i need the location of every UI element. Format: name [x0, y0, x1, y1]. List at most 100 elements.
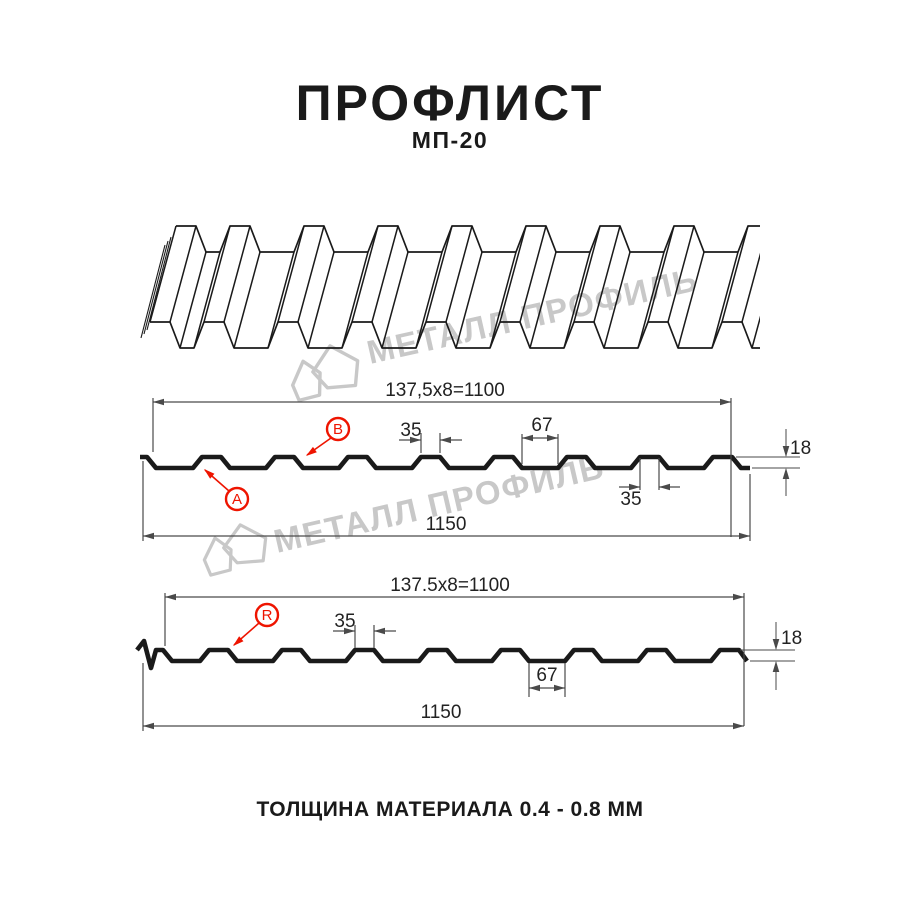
sheet-rib-line	[307, 251, 335, 349]
sheet-rib-line	[741, 252, 760, 323]
label-b: B	[333, 421, 343, 438]
dim-arrowhead	[772, 661, 780, 672]
sheet-rib-line	[193, 251, 221, 349]
sheet-rib-line	[499, 225, 527, 323]
sheet-rib-line	[445, 225, 473, 323]
sheet-rib-line	[371, 225, 399, 323]
leader-arrowhead	[204, 469, 215, 479]
dim-arrowhead	[720, 398, 731, 406]
sheet-rib-line	[169, 225, 197, 323]
logo-shape-right	[311, 344, 360, 390]
sheet-rib-line	[563, 251, 591, 349]
dim-arrowhead	[165, 593, 176, 601]
dim-overall-width: 1150	[421, 702, 462, 723]
dim-arrowhead	[547, 434, 558, 442]
sheet-rib-line	[751, 315, 760, 349]
dim-arrowhead	[440, 436, 451, 444]
sheet-rib-line	[455, 251, 483, 349]
sheet-rib-line	[593, 225, 621, 323]
dim-arrowhead	[733, 593, 744, 601]
sheet-rib-line	[603, 251, 631, 349]
label-r: R	[262, 607, 273, 624]
dim-arrowhead	[659, 483, 670, 491]
dim-rib-bottom-35: 35	[620, 489, 641, 510]
sheet-rib-line	[721, 225, 749, 323]
sheet-rib-line	[425, 225, 453, 323]
dim-working-width: 137,5x8=1100	[385, 380, 505, 401]
dim-arrowhead	[782, 446, 790, 457]
sheet-rib-line	[341, 251, 369, 349]
dim-arrowhead	[374, 627, 385, 635]
dim-overall-width: 1150	[426, 514, 467, 535]
leader-arrowhead	[306, 446, 317, 456]
sheet-3d-drawing	[140, 225, 760, 349]
sheet-cut-hatch	[143, 240, 169, 335]
sheet-cut-hatch	[140, 244, 166, 339]
leader-arrowhead	[233, 636, 244, 646]
metal-profil-logo-icon	[202, 523, 268, 577]
dim-arrowhead	[529, 684, 540, 692]
dim-arrowhead	[410, 436, 421, 444]
sheet-rib-line	[297, 225, 325, 323]
profile-bottom-view	[135, 638, 749, 671]
sheet-rib-line	[637, 251, 665, 349]
sheet-rib-line	[179, 251, 207, 349]
logo-shape-left	[290, 359, 322, 403]
sheet-front-edge	[150, 321, 760, 349]
dim-valley-67: 67	[536, 665, 557, 686]
cross-section-top	[140, 398, 800, 541]
dim-arrowhead	[143, 532, 154, 540]
dim-rib-top-35: 35	[334, 611, 355, 632]
sheet-rib-line	[647, 225, 675, 323]
sheet-rib-line	[415, 251, 443, 349]
dim-arrowhead	[739, 532, 750, 540]
dim-arrowhead	[733, 722, 744, 730]
dim-arrowhead	[782, 468, 790, 479]
dim-arrowhead	[629, 483, 640, 491]
sheet-rib-line	[711, 251, 739, 349]
sheet-rib-line	[489, 251, 517, 349]
dim-height-18: 18	[790, 438, 811, 459]
label-circle-r	[254, 602, 280, 628]
sheet-rib-line	[667, 225, 695, 323]
sheet-rib-line	[381, 251, 409, 349]
profile-top-view	[140, 454, 750, 471]
sheet-rib-line	[573, 225, 601, 323]
dim-arrowhead	[554, 684, 565, 692]
label-circle-a	[224, 486, 250, 512]
sheet-rib-line	[351, 225, 379, 323]
dim-arrowhead	[153, 398, 164, 406]
metal-profil-logo-icon	[290, 344, 360, 403]
label-circle-b	[325, 416, 351, 442]
dim-height-18: 18	[781, 628, 802, 649]
sheet-rib-line	[149, 225, 177, 323]
sheet-rib-line	[277, 225, 305, 323]
sheet-rib-line	[677, 251, 705, 349]
dim-arrowhead	[344, 627, 355, 635]
cross-section-bottom-labels: 137.5x8=1100 35 67 18 1150 R	[254, 575, 802, 723]
page-subtitle: МП-20	[412, 127, 488, 153]
sheet-cut-hatch	[146, 236, 172, 331]
cross-section-top-labels: 137,5x8=1100 35 67 35 18 1150 A B	[224, 380, 811, 535]
label-a: A	[232, 491, 242, 508]
sheet-rib-line	[519, 225, 547, 323]
logo-shape-right	[222, 523, 268, 565]
logo-shape-left	[202, 536, 233, 577]
page-title: ПРОФЛИСТ	[296, 75, 605, 131]
watermark-text: МЕТАЛЛ ПРОФИЛЬ	[270, 448, 608, 560]
dim-arrowhead	[772, 639, 780, 650]
dim-working-width: 137.5x8=1100	[390, 575, 510, 596]
sheet-rib-line	[529, 251, 557, 349]
dim-rib-top-35: 35	[400, 420, 421, 441]
sheet-rib-line	[223, 225, 251, 323]
dim-arrowhead	[143, 722, 154, 730]
sheet-rib-line	[267, 251, 295, 349]
footer-note: ТОЛЩИНА МАТЕРИАЛА 0.4 - 0.8 ММ	[256, 798, 643, 821]
dim-valley-67: 67	[531, 415, 552, 436]
dim-arrowhead	[522, 434, 533, 442]
sheet-rib-line	[233, 251, 261, 349]
sheet-back-edge	[176, 225, 760, 253]
sheet-rib-line	[203, 225, 231, 323]
